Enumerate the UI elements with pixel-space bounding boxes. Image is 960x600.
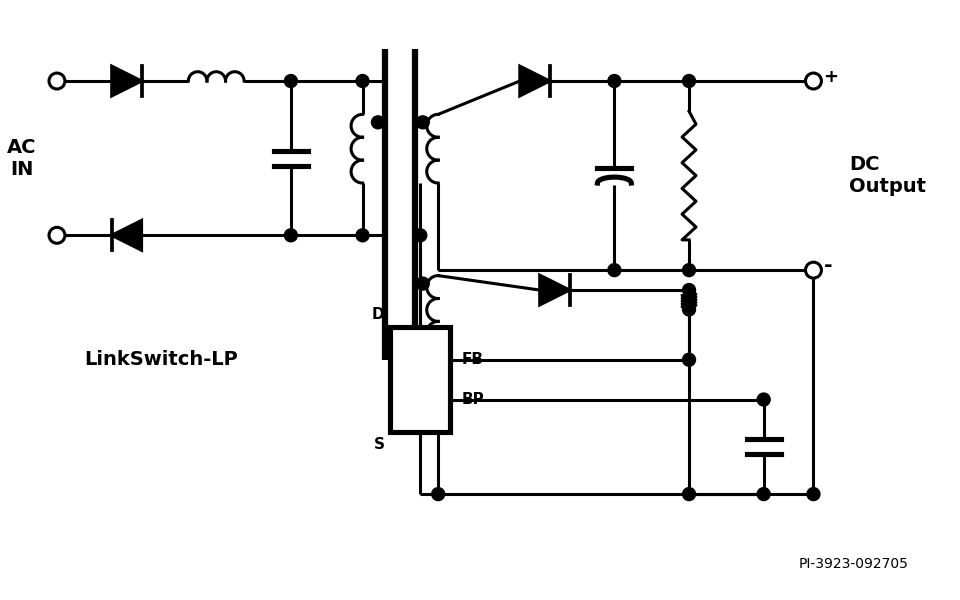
Circle shape <box>757 488 770 500</box>
Circle shape <box>608 74 621 88</box>
Text: S: S <box>373 437 384 452</box>
Text: FB: FB <box>462 352 484 367</box>
Polygon shape <box>540 275 569 305</box>
Circle shape <box>683 488 695 500</box>
Circle shape <box>356 229 369 242</box>
Circle shape <box>683 263 695 277</box>
Circle shape <box>49 73 65 89</box>
Text: BP: BP <box>462 392 485 407</box>
Text: LinkSwitch-LP: LinkSwitch-LP <box>84 350 238 369</box>
Polygon shape <box>111 66 141 96</box>
Circle shape <box>608 263 621 277</box>
Circle shape <box>805 262 822 278</box>
Circle shape <box>757 393 770 406</box>
Circle shape <box>284 74 298 88</box>
Polygon shape <box>519 66 550 96</box>
Circle shape <box>372 116 384 129</box>
Circle shape <box>417 116 429 129</box>
Bar <box>391 328 450 432</box>
Circle shape <box>414 229 427 242</box>
Text: DC
Output: DC Output <box>850 155 926 196</box>
Circle shape <box>49 227 65 243</box>
Circle shape <box>683 303 695 316</box>
Polygon shape <box>111 220 141 250</box>
Circle shape <box>807 488 820 500</box>
Circle shape <box>417 277 429 290</box>
Circle shape <box>683 353 695 366</box>
Circle shape <box>683 284 695 296</box>
Circle shape <box>284 229 298 242</box>
Text: AC
IN: AC IN <box>8 138 36 179</box>
Text: -: - <box>824 256 832 276</box>
Circle shape <box>683 74 695 88</box>
Circle shape <box>805 73 822 89</box>
Text: D: D <box>372 307 384 322</box>
Circle shape <box>432 488 444 500</box>
Circle shape <box>356 74 369 88</box>
Text: PI-3923-092705: PI-3923-092705 <box>798 557 908 571</box>
Text: +: + <box>824 68 838 86</box>
